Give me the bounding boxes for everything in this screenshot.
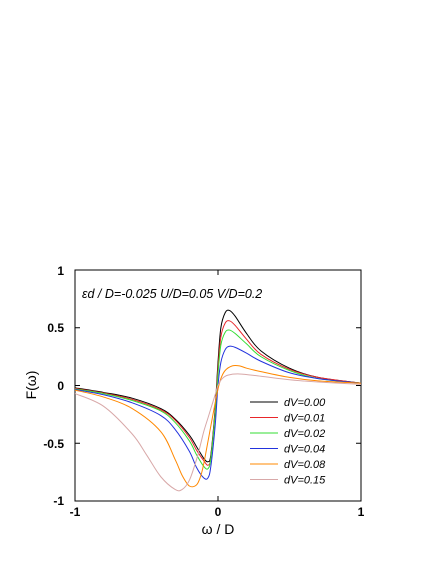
y-tick-label-0.5: 0.5 — [47, 321, 64, 335]
x-tick-label-1: 1 — [358, 505, 365, 519]
y-tick-label-neg0.5: -0.5 — [43, 437, 64, 451]
y-tick-label-0: 0 — [57, 379, 64, 393]
legend-label-dV=0.02: dV=0.02 — [284, 428, 325, 440]
series-line-dV=0.15 — [74, 373, 362, 492]
axis-ticks — [74, 269, 362, 502]
legend-label-dV=0.08: dV=0.08 — [284, 459, 326, 471]
series-line-dV=0.04 — [74, 345, 362, 480]
parameter-annotation: εd / D=-0.025 U/D=0.05 V/D=0.2 — [82, 287, 262, 301]
legend-label-dV=0.01: dV=0.01 — [284, 413, 325, 425]
legend: dV=0.00 dV=0.01 dV=0.02 dV=0.04 dV=0.08 dV=0.… — [250, 397, 326, 487]
series-line-dV=0.02 — [74, 329, 362, 470]
y-tick-label-1: 1 — [57, 264, 64, 278]
x-tick-label-neg1: -1 — [70, 505, 81, 519]
x-axis-label: ω / D — [202, 521, 235, 537]
x-tick-label-0: 0 — [215, 505, 222, 519]
y-tick-label-neg1: -1 — [53, 494, 64, 508]
series-layer — [74, 309, 362, 492]
legend-label-dV=0.04: dV=0.04 — [284, 444, 325, 456]
legend-label-dV=0.15: dV=0.15 — [284, 475, 326, 487]
series-line-dV=0.08 — [74, 364, 362, 488]
legend-label-dV=0.00: dV=0.00 — [284, 397, 326, 409]
y-axis-label: F(ω) — [23, 371, 39, 400]
